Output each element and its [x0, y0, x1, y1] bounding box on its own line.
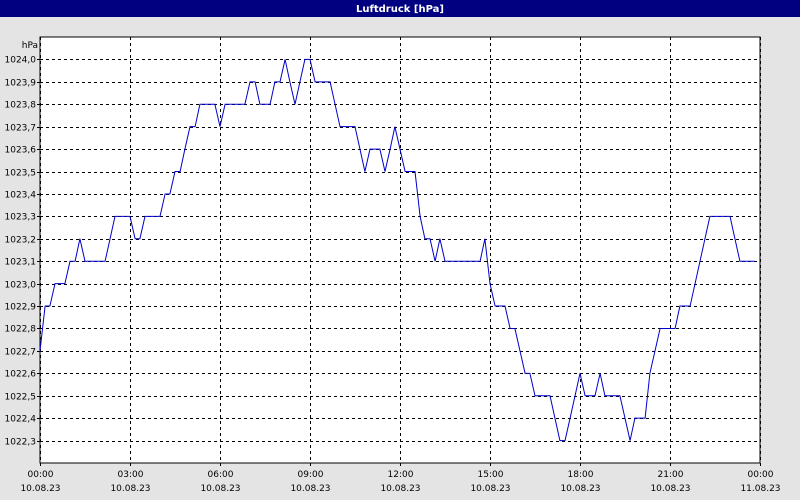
y-tick-label: 1023,6: [5, 146, 37, 156]
y-tick-label: 1023,5: [5, 169, 37, 179]
x-tick-label: 10.08.23: [650, 484, 690, 494]
y-tick-label: 1023,1: [5, 258, 37, 268]
y-tick-label: 1022,5: [5, 393, 37, 403]
x-tick-label: 00:00: [28, 470, 54, 480]
y-tick-label: 1023,0: [5, 281, 37, 291]
y-tick-label: 1023,9: [5, 79, 37, 89]
y-tick-label: 1023,2: [5, 236, 37, 246]
y-axis-label: hPa: [22, 41, 38, 51]
y-tick-label: 1022,4: [5, 415, 37, 425]
chart-title: Luftdruck [hPa]: [356, 4, 444, 15]
x-tick-label: 09:00: [298, 470, 324, 480]
y-tick-label: 1023,8: [5, 101, 37, 111]
x-tick-label: 10.08.23: [290, 484, 330, 494]
x-tick-label: 10.08.23: [110, 484, 150, 494]
y-tick-label: 1023,7: [5, 124, 37, 134]
x-tick-label: 03:00: [118, 470, 144, 480]
x-tick-label: 15:00: [478, 470, 504, 480]
y-tick-label: 1023,4: [5, 191, 37, 201]
title-bar: [0, 0, 800, 17]
y-tick-label: 1022,9: [5, 303, 37, 313]
y-tick-label: 1022,3: [5, 438, 37, 448]
y-tick-label: 1023,3: [5, 213, 37, 223]
x-tick-label: 10.08.23: [470, 484, 510, 494]
y-tick-label: 1024,0: [5, 56, 37, 66]
y-tick-label: 1022,8: [5, 325, 37, 335]
y-tick-label: 1022,6: [5, 370, 37, 380]
x-tick-label: 21:00: [658, 470, 684, 480]
x-tick-label: 00:00: [748, 470, 774, 480]
x-tick-label: 18:00: [568, 470, 594, 480]
x-tick-label: 06:00: [208, 470, 234, 480]
x-tick-label: 10.08.23: [200, 484, 240, 494]
x-tick-label: 11.08.23: [740, 484, 780, 494]
x-tick-label: 12:00: [388, 470, 414, 480]
line: [39, 58, 755, 442]
x-tick-label: 10.08.23: [20, 484, 60, 494]
y-tick-label: 1022,7: [5, 348, 37, 358]
x-tick-label: 10.08.23: [560, 484, 600, 494]
x-tick-label: 10.08.23: [380, 484, 420, 494]
